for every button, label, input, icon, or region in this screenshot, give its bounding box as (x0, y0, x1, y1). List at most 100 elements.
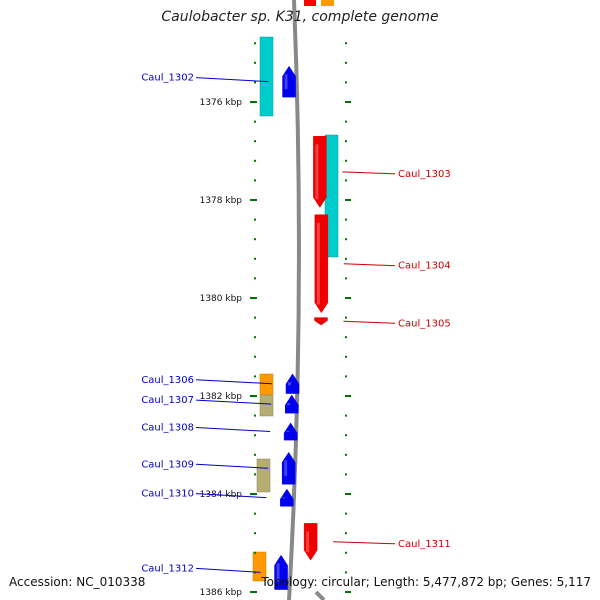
minor-tick (345, 159, 347, 162)
minor-tick (254, 61, 256, 64)
gene-label-layer: Caul_1302 Caul_1303 Caul_1304 Caul_1305 Caul… (141, 73, 450, 575)
accession-text: Accession: NC_010338 (9, 575, 146, 589)
gene-label: Caul_1305 (398, 318, 451, 329)
gene-label: Caul_1310 (141, 489, 194, 500)
minor-tick (345, 434, 347, 437)
minor-tick (345, 512, 347, 515)
gene-arrow-highlight (287, 403, 291, 406)
scale-label: 1378 kbp (200, 196, 243, 206)
gene-arrow-highlight (282, 497, 286, 499)
genome-title: Caulobacter sp. K31, complete genome (161, 9, 439, 25)
minor-tick (345, 414, 347, 417)
minor-tick (345, 257, 347, 260)
gene-arrow-highlight (286, 430, 290, 433)
minor-tick (345, 571, 347, 574)
gene-label-leader (343, 263, 396, 267)
gene-label-leader (333, 541, 396, 545)
gene-arrow (313, 136, 327, 208)
gene-label: Caul_1311 (398, 539, 451, 550)
minor-tick (254, 551, 256, 554)
scale-label: 1382 kbp (200, 392, 243, 402)
minor-tick (254, 453, 256, 456)
minor-tick (254, 336, 256, 339)
orange-feature-bar (321, 0, 334, 6)
gene-arrow (282, 65, 296, 98)
gene-label: Caul_1302 (141, 73, 194, 84)
gene-arrow (280, 488, 294, 507)
minor-tick (345, 238, 347, 241)
gene-arrow-highlight (284, 74, 288, 90)
minor-tick (345, 473, 347, 476)
gene-arrow-highlight (288, 381, 292, 386)
gene-label-leader (195, 379, 273, 385)
minor-tick (254, 120, 256, 123)
gene-label-leader (342, 171, 396, 175)
gene-arrow-highlight (316, 222, 320, 305)
khaki-feature-bar (256, 458, 271, 493)
minor-tick (345, 316, 347, 319)
minor-tick (254, 434, 256, 437)
minor-tick (345, 42, 347, 45)
genome-summary-text: Topology: circular; Length: 5,477,872 bp… (261, 575, 591, 589)
gene-arrow-highlight (276, 563, 280, 582)
minor-tick (254, 81, 256, 84)
gene-label-leader (195, 427, 271, 433)
minor-tick (254, 414, 256, 417)
minor-tick (345, 179, 347, 182)
red-feature-bar (304, 0, 316, 6)
minor-tick (254, 277, 256, 280)
gene-arrow (314, 317, 328, 326)
minor-tick (254, 473, 256, 476)
backbone-curve-secondary (314, 590, 326, 600)
minor-tick (254, 42, 256, 45)
minor-tick (345, 453, 347, 456)
minor-tick (345, 375, 347, 378)
gene-label: Caul_1303 (398, 169, 451, 180)
minor-tick (254, 140, 256, 143)
gene-arrow-highlight (284, 460, 288, 477)
khaki-feature-bar (259, 394, 274, 417)
gene-label-leader (195, 77, 269, 83)
backbone-curve (287, 0, 301, 600)
minor-tick (254, 159, 256, 162)
minor-tick (345, 355, 347, 358)
gene-arrow (285, 373, 300, 394)
minor-tick (345, 532, 347, 535)
orange-feature-bar (259, 373, 274, 396)
minor-tick (254, 512, 256, 515)
gene-label-leader (195, 493, 267, 499)
minor-tick (345, 277, 347, 280)
orange-feature-bar (252, 551, 267, 582)
gene-label: Caul_1307 (141, 395, 194, 406)
gene-label-leader (343, 320, 396, 324)
minor-tick (345, 336, 347, 339)
minor-tick (345, 61, 347, 64)
genome-backbone (287, 0, 326, 600)
minor-tick (254, 532, 256, 535)
minor-tick (345, 551, 347, 554)
gene-label-leader (195, 399, 272, 405)
gene-layer (274, 65, 329, 590)
gene-label: Caul_1309 (141, 459, 194, 470)
gene-arrow (314, 214, 329, 314)
minor-tick (345, 140, 347, 143)
gene-label-leader (195, 567, 261, 573)
minor-tick (345, 218, 347, 221)
scale-label: 1380 kbp (200, 294, 243, 304)
gene-label: Caul_1306 (141, 375, 194, 386)
gene-arrow (285, 394, 299, 414)
gene-arrow-highlight (315, 144, 319, 200)
gene-label: Caul_1312 (141, 563, 194, 574)
gene-label-leader (195, 463, 269, 469)
gene-arrow (281, 451, 296, 485)
minor-tick (345, 81, 347, 84)
minor-tick (254, 355, 256, 358)
gene-arrow (274, 554, 288, 590)
feature-band-layer (252, 0, 339, 582)
minor-tick (345, 120, 347, 123)
minor-tick (254, 218, 256, 221)
minor-tick (254, 179, 256, 182)
minor-tick (254, 316, 256, 319)
